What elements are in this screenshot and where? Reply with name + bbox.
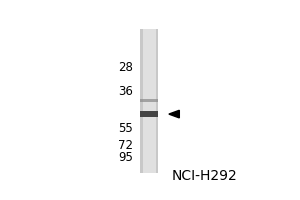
Bar	[142, 29, 156, 173]
Bar	[140, 99, 158, 102]
Text: 72: 72	[118, 139, 133, 152]
Bar	[140, 111, 158, 117]
Text: 55: 55	[118, 122, 133, 135]
Bar	[140, 29, 158, 173]
Text: NCI-H292: NCI-H292	[172, 169, 238, 183]
Polygon shape	[169, 110, 179, 118]
Text: 36: 36	[118, 85, 133, 98]
Text: 28: 28	[118, 61, 133, 74]
Text: 95: 95	[118, 151, 133, 164]
